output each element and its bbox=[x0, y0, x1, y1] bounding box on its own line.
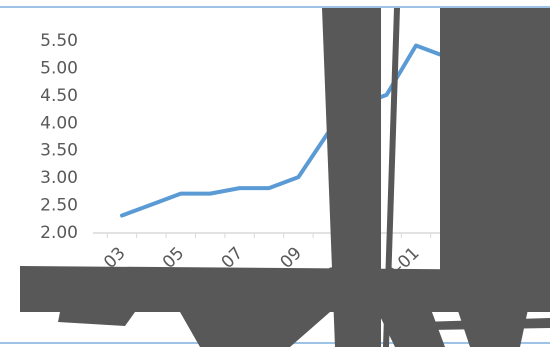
y-tick-label: 3.50 bbox=[40, 141, 78, 161]
y-tick-label: 3.00 bbox=[40, 168, 78, 188]
y-tick-label: 5.50 bbox=[40, 31, 78, 51]
glitch-wedge-left bbox=[58, 312, 135, 326]
y-tick-label: 5.00 bbox=[40, 58, 78, 78]
y-tick-label: 4.00 bbox=[40, 113, 78, 133]
y-axis-labels: 2.00 2.50 3.00 3.50 4.00 4.50 5.00 5.50 bbox=[40, 31, 78, 243]
glitch-fan-left bbox=[180, 312, 330, 347]
y-tick-label: 2.50 bbox=[40, 196, 78, 216]
glitch-column-right bbox=[440, 8, 550, 272]
y-tick-label: 4.50 bbox=[40, 86, 78, 106]
y-tick-label: 2.00 bbox=[40, 223, 78, 243]
glitch-overlay bbox=[20, 8, 550, 347]
